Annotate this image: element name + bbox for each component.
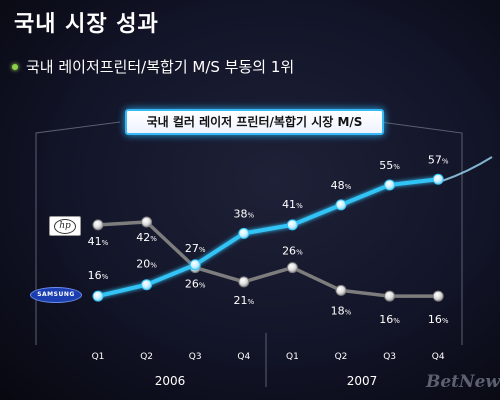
- hp-series-line: [97, 220, 439, 298]
- hp-point: [238, 276, 250, 288]
- samsung-point: [432, 173, 444, 185]
- hp-point: [141, 216, 153, 228]
- year-label: 2006: [155, 374, 186, 388]
- watermark: BetNews: [426, 372, 500, 392]
- samsung-data-label: 38%: [233, 207, 254, 220]
- hp-point: [335, 284, 347, 296]
- samsung-data-label: 57%: [428, 153, 449, 166]
- hp-data-label: 26%: [185, 278, 206, 291]
- samsung-data-label: 55%: [379, 159, 400, 172]
- samsung-point: [335, 199, 347, 211]
- hp-data-label: 16%: [428, 313, 449, 326]
- samsung-data-label: 27%: [185, 242, 206, 255]
- hp-point: [92, 219, 104, 231]
- hp-data-label: 16%: [379, 313, 400, 326]
- samsung-logo: SAMSUNG: [30, 287, 82, 303]
- year-label: 2007: [347, 374, 378, 388]
- x-tick-label: Q2: [140, 352, 153, 362]
- samsung-data-label: 48%: [331, 179, 352, 192]
- x-tick-label: Q4: [237, 352, 250, 362]
- page-title: 국내 시장 성과: [14, 12, 159, 37]
- samsung-data-label: 41%: [282, 198, 303, 211]
- x-tick-label: Q4: [432, 352, 445, 362]
- hp-data-label: 21%: [233, 294, 254, 307]
- samsung-point: [92, 290, 104, 302]
- samsung-data-label: 16%: [88, 269, 109, 282]
- hp-data-label: 42%: [136, 231, 157, 244]
- bullet-icon: [12, 64, 18, 70]
- x-tick-label: Q3: [383, 352, 396, 362]
- samsung-point: [141, 279, 153, 291]
- samsung-series-line: [97, 177, 439, 299]
- x-tick-label: Q1: [286, 352, 299, 362]
- samsung-point: [189, 259, 201, 271]
- hp-data-label: 18%: [331, 304, 352, 317]
- hp-point: [384, 290, 396, 302]
- samsung-point: [384, 179, 396, 191]
- hp-point: [286, 262, 298, 274]
- hp-data-label: 26%: [282, 245, 303, 258]
- chart-title: 국내 컬러 레이저 프린터/복합기 시장 M/S: [125, 109, 384, 135]
- chart-frame: [35, 121, 463, 345]
- x-tick-label: Q3: [189, 352, 202, 362]
- x-tick-label: Q2: [335, 352, 348, 362]
- samsung-data-label: 20%: [136, 258, 157, 271]
- samsung-point: [286, 219, 298, 231]
- page-subtitle: 국내 레이저프린터/복합기 M/S 부동의 1위: [26, 58, 295, 76]
- samsung-point: [238, 227, 250, 239]
- trend-swoosh: [441, 156, 493, 182]
- hp-data-label: 41%: [88, 235, 109, 248]
- x-tick-label: Q1: [92, 352, 105, 362]
- hp-logo: hp: [49, 216, 81, 236]
- hp-point: [432, 290, 444, 302]
